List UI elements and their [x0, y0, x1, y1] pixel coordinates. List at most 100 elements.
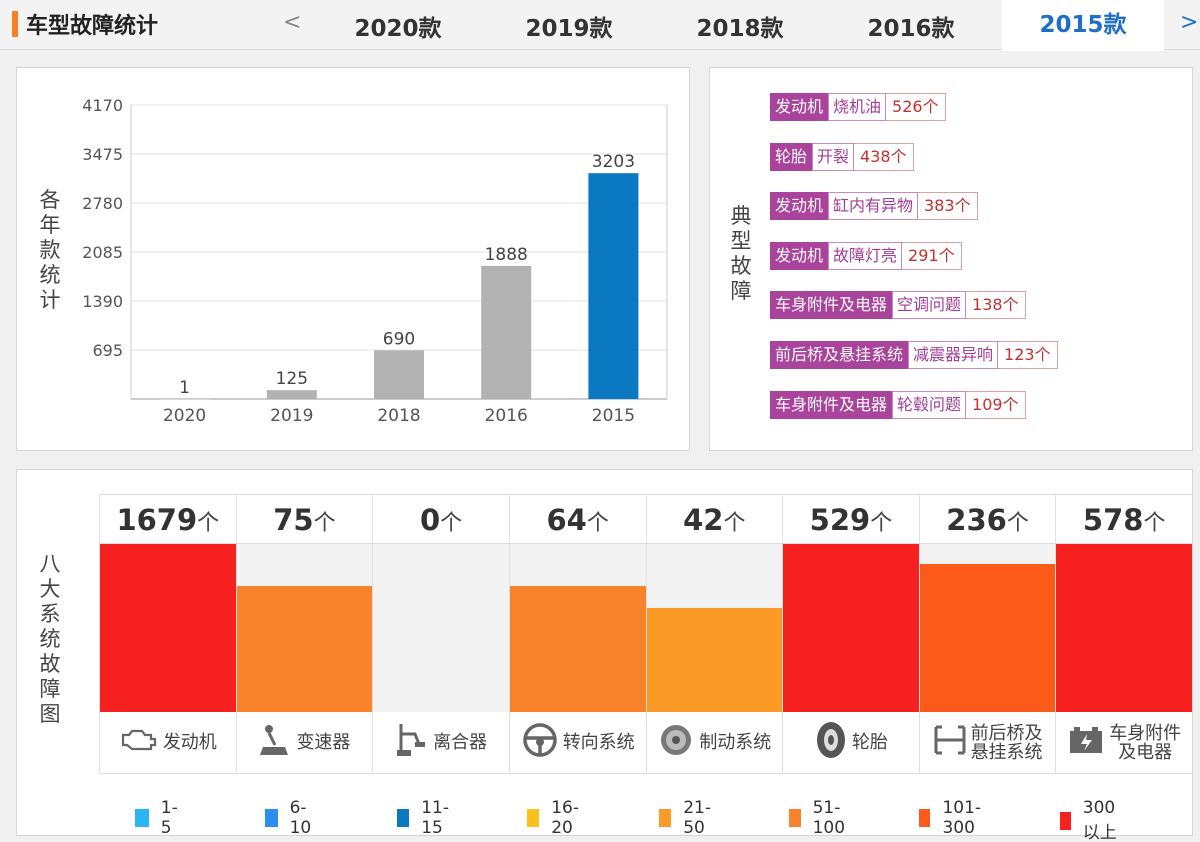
bar-2015[interactable]: [588, 173, 639, 399]
fault-row[interactable]: 发动机 烧机油 526个: [770, 93, 946, 121]
legend-label: 6-10: [289, 798, 312, 838]
system-column[interactable]: 236个前后桥及 悬挂系统: [918, 494, 1056, 774]
system-count: 42个: [646, 494, 783, 544]
system-count-unit: 个: [197, 511, 220, 536]
bar-2016[interactable]: [481, 265, 532, 399]
clutch-pedal-icon: [395, 720, 429, 765]
gear-shift-icon: [258, 723, 292, 762]
data-label-2020: 1: [179, 378, 190, 398]
suspension-icon: [933, 723, 967, 762]
typical-faults-panel: 典型故障 发动机 烧机油 526个 轮胎 开裂 438个发动机 缸内有异物 383个 发动机 故障…: [709, 67, 1193, 451]
system-bar: [100, 544, 236, 712]
system-count-value: 1679: [116, 503, 198, 537]
fault-type: 缸内有异物: [828, 192, 919, 221]
system-label: 前后桥及 悬挂系统: [919, 712, 1056, 774]
y-tick-label: 4170: [82, 96, 123, 115]
legend-label: 11-15: [421, 798, 449, 838]
system-count-value: 42: [683, 503, 724, 537]
yearly-stats-panel: 各年款统计 695 1390 2085 2780 3475 4170 1 2020 125 201…: [16, 67, 690, 451]
system-name: 离合器: [433, 732, 488, 753]
system-column[interactable]: 0个离合器: [372, 494, 509, 774]
fault-category: 前后桥及悬挂系统: [770, 341, 909, 369]
legend-swatch: [265, 809, 278, 827]
legend-label: 1-5: [160, 798, 178, 838]
systems-bar-chart: 1679个 发动机 75个 变速器 0个 离合器 64个 转向系统 42个 制动系统 529个 轮胎 2…: [99, 494, 1192, 774]
legend-swatch: [789, 809, 801, 827]
system-column[interactable]: 1679个发动机: [99, 494, 236, 774]
legend-swatch: [659, 809, 672, 827]
system-column[interactable]: 75个变速器: [235, 494, 373, 774]
legend-label: 300以上: [1082, 798, 1117, 842]
system-column[interactable]: 42个制动系统: [645, 494, 783, 774]
system-column[interactable]: 578个 车身附件 及电器: [1055, 494, 1192, 774]
system-bar-track: [236, 544, 373, 712]
system-bar: [646, 607, 783, 712]
system-label: 离合器: [373, 712, 509, 774]
tab-2019[interactable]: 2019款: [525, 16, 613, 42]
legend-item: 21-50: [659, 798, 717, 838]
fault-category: 车身附件及电器: [770, 291, 893, 320]
system-name: 转向系统: [562, 732, 635, 753]
fault-row[interactable]: 车身附件及电器 空调问题 138个: [770, 291, 1026, 320]
system-count-value: 236: [946, 503, 1007, 537]
bar-2020[interactable]: [159, 398, 210, 400]
y-tick-label: 2780: [82, 194, 123, 213]
system-label: 转向系统: [509, 712, 646, 774]
fault-row[interactable]: 轮胎 开裂 438个: [770, 142, 914, 171]
legend-item: 6-10: [265, 798, 317, 838]
system-column[interactable]: 64个 转向系统: [508, 494, 646, 774]
system-label: 发动机: [100, 712, 236, 774]
system-count: 75个: [236, 494, 373, 544]
system-bar-track: [919, 544, 1056, 712]
brake-disc-icon: [657, 721, 695, 764]
bar-2019[interactable]: [266, 390, 317, 399]
legend-label: 16-20: [551, 798, 579, 838]
data-label-2015: 3203: [592, 152, 635, 172]
system-count: 1679个: [100, 494, 236, 544]
title-accent-bar: [12, 11, 18, 37]
prev-arrow-button[interactable]: <: [283, 10, 302, 35]
fault-row[interactable]: 发动机 缸内有异物 383个: [770, 192, 978, 221]
system-count: 236个: [919, 494, 1056, 544]
system-name: 车身附件 及电器: [1109, 722, 1182, 763]
engine-icon: [119, 725, 159, 760]
typical-faults-label: 典型故障: [730, 204, 752, 303]
system-count-unit: 个: [723, 511, 746, 536]
fault-count: 138个: [966, 291, 1026, 320]
legend-swatch: [135, 809, 149, 827]
fault-type: 减震器异响: [908, 341, 999, 369]
y-tick-label: 2085: [82, 243, 123, 262]
tab-2020[interactable]: 2020款: [354, 16, 442, 42]
legend-item: 51-100: [789, 798, 851, 838]
system-bar: [783, 544, 919, 712]
tab-2015[interactable]: 2015款: [1002, 0, 1164, 51]
system-name: 制动系统: [699, 732, 772, 753]
systems-chart-label: 八大系统故障图: [39, 552, 61, 726]
fault-row[interactable]: 车身附件及电器 轮毂问题 109个: [770, 390, 1026, 419]
legend-swatch: [527, 809, 540, 827]
system-count-value: 75: [273, 503, 314, 537]
system-column[interactable]: 529个 轮胎: [782, 494, 919, 774]
fault-row[interactable]: 发动机 故障灯亮 291个: [770, 241, 962, 270]
fault-count: 438个: [854, 142, 914, 171]
system-count: 0个: [373, 494, 509, 544]
legend-label: 101-300: [942, 798, 982, 838]
fault-row[interactable]: 前后桥及悬挂系统 减震器异响 123个: [770, 341, 1058, 369]
fault-category: 发动机: [770, 192, 829, 221]
bar-2018[interactable]: [374, 350, 424, 399]
next-arrow-button[interactable]: >: [1180, 10, 1199, 35]
system-count-value: 0: [419, 503, 441, 537]
fault-count: 109个: [966, 390, 1026, 419]
legend-item: 300以上: [1060, 798, 1122, 842]
system-label: 车身附件 及电器: [1056, 712, 1192, 774]
tab-2016[interactable]: 2016款: [867, 16, 955, 42]
yearly-chart-y-label: 各年款统计: [39, 188, 61, 312]
x-tick-label-2019: 2019: [270, 406, 313, 426]
system-name: 变速器: [296, 732, 351, 753]
fault-count: 123个: [998, 341, 1058, 369]
fault-type: 空调问题: [892, 291, 967, 320]
legend-swatch: [1060, 811, 1071, 830]
system-count-unit: 个: [313, 511, 336, 536]
tab-2018[interactable]: 2018款: [696, 16, 784, 42]
steering-wheel-icon: [521, 721, 559, 764]
